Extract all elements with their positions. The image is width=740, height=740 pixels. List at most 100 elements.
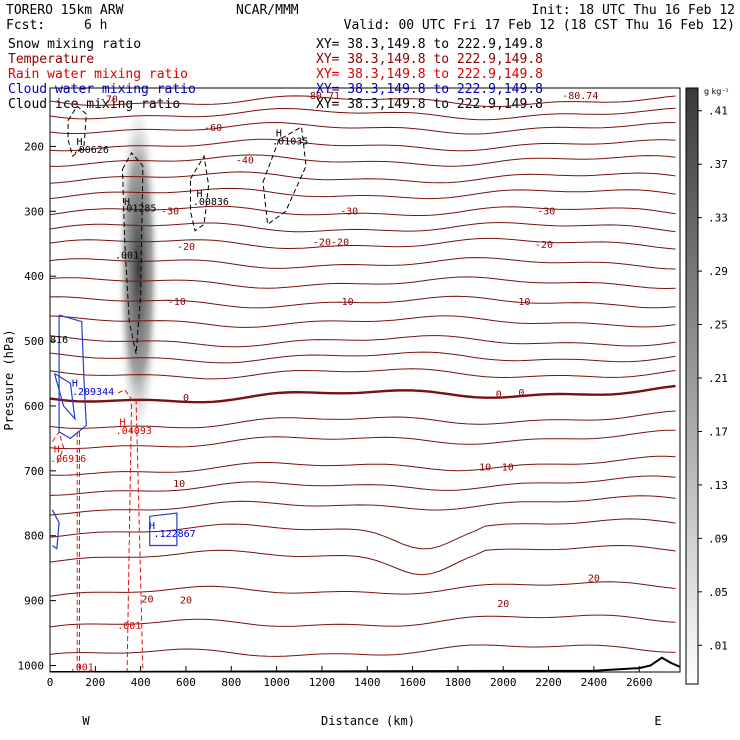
forecast-label: Fcst:: [6, 18, 45, 33]
extremum-annotation: .01035: [272, 136, 308, 147]
extremum-annotation: H: [149, 521, 155, 532]
temperature-contour: [50, 614, 676, 628]
contour-labels: -70-60-40-30 -30 -30-20 -20 -20 -20-10 -10 -100…: [100, 91, 600, 610]
cloud-water-contour: [53, 372, 76, 421]
x-tick-label: 400: [131, 676, 151, 689]
x-tick-label: 0: [47, 676, 54, 689]
colorbar-unit: g kg⁻¹: [704, 87, 729, 96]
temperature-contour: [50, 368, 676, 380]
legend-xy: XY= 38.3,149.8 to 222.9,149.8: [316, 67, 543, 82]
valid-time: Valid: 00 UTC Fri 17 Feb 12 (18 CST Thu …: [344, 18, 735, 33]
extremum-annotation: .04093: [116, 426, 152, 437]
rain-water-contour: [135, 399, 144, 672]
extremum-annotation: .001: [70, 663, 94, 674]
terrain-line: [50, 656, 680, 672]
temperature-contour: [50, 121, 676, 135]
cloud-ice-contour: [122, 152, 144, 355]
colorbar-tick-label: .33: [708, 212, 728, 225]
x-tick-label: 2400: [581, 676, 608, 689]
extremum-annotation: H: [197, 189, 203, 200]
extremum-annotation: H: [276, 129, 282, 140]
rain-water-contour: [117, 389, 133, 672]
temperature-contour: [50, 495, 676, 516]
temperature-contour: [50, 222, 676, 233]
x-tick-label: 1200: [309, 676, 336, 689]
contour-label: -80.74: [562, 91, 598, 102]
extremum-annotation: .00836: [193, 197, 229, 208]
legend-label: Cloud ice mixing ratio: [8, 97, 180, 112]
colorbar-tick-label: .09: [708, 532, 728, 545]
x-tick-label: 1800: [445, 676, 472, 689]
extremum-annotation: 816: [50, 335, 68, 346]
legend-label: Rain water mixing ratio: [8, 67, 188, 82]
contour-label: -20: [313, 237, 331, 248]
temperature-contour: [50, 429, 676, 450]
contour-label: -30: [537, 206, 555, 217]
colorbar-ramp: [685, 87, 699, 685]
cloud-water-contour: [149, 512, 178, 547]
cloud-water-contour: [58, 314, 87, 440]
cloud-water-contour: [51, 509, 60, 550]
legend-label: Snow mixing ratio: [8, 37, 141, 52]
x-end-label-east: E: [654, 714, 661, 728]
extrema-annotations: H.00626H.01285.001H.00836H.01035H.209344…: [50, 129, 308, 674]
contour-label: -30: [161, 206, 179, 217]
y-tick-label: 500: [24, 335, 44, 348]
temperature-contour: [50, 315, 676, 328]
extremum-annotation: H: [54, 445, 60, 456]
legend-xy: XY= 38.3,149.8 to 222.9,149.8: [316, 52, 543, 67]
temperature-contour: [50, 518, 676, 550]
colorbar-tick-label: .37: [708, 158, 728, 171]
temperature-contour: [50, 544, 676, 576]
contour-label: -20: [331, 237, 349, 248]
extremum-annotation: H: [76, 137, 82, 148]
colorbar-tick-label: .05: [708, 586, 728, 599]
y-tick-label: 300: [24, 205, 44, 218]
colorbar-tick-label: .01: [708, 639, 728, 652]
cloud-ice-contour: [67, 105, 87, 157]
snow-max-shading: [116, 94, 161, 445]
extremum-annotation: .00626: [73, 145, 109, 156]
contour-label: -10: [512, 297, 530, 308]
colorbar-tick-label: .13: [708, 479, 728, 492]
colorbar-tick-label: .25: [708, 319, 728, 332]
contour-label: -60: [204, 123, 222, 134]
temperature-contour: [50, 171, 676, 184]
temperature-contour: [50, 384, 676, 404]
temperature-contour: [50, 335, 676, 348]
contour-label: -80.71: [304, 91, 340, 102]
contour-label: -10: [336, 297, 354, 308]
forecast-hour: 6 h: [84, 18, 107, 33]
x-tick-label: 200: [85, 676, 105, 689]
temperature-contour: [50, 187, 676, 200]
temperature-contour: [50, 237, 676, 250]
y-axis: 200 300 400 500 600 700 800 900 1000: [18, 140, 56, 673]
contour-label: 0: [183, 393, 189, 404]
temperature-contour: [50, 410, 676, 429]
extremum-annotation: H: [124, 197, 130, 208]
contour-label: -40: [236, 156, 254, 167]
cloud-ice-contour: [190, 154, 210, 232]
contour-label: 10: [502, 463, 514, 474]
temperature-contour: [50, 276, 676, 290]
temperature-contour: [50, 205, 676, 216]
x-end-label-west: W: [82, 714, 90, 728]
extremum-annotation: .001: [117, 621, 141, 632]
temperature-contour: [50, 644, 676, 657]
extremum-annotation: .001: [115, 251, 139, 262]
contour-label: 20: [588, 574, 600, 585]
colorbar-tick-label: .17: [708, 425, 728, 438]
extremum-annotation: H: [120, 417, 126, 428]
x-tick-label: 1600: [399, 676, 426, 689]
extremum-annotation: H: [72, 378, 78, 389]
extremum-annotation: .122867: [154, 529, 196, 540]
init-time: Init: 18 UTC Thu 16 Feb 12: [532, 3, 736, 18]
legend-label: Cloud water mixing ratio: [8, 82, 196, 97]
contour-label: 10: [173, 479, 185, 490]
contour-label: 0: [518, 388, 524, 399]
x-tick-label: 1400: [354, 676, 381, 689]
colorbar: g kg⁻¹ .01 .05 .09 .13 .17 .21 .25 .29 .33 .37 .41: [685, 87, 729, 685]
legend-label: Temperature: [8, 52, 94, 67]
x-tick-label: 2200: [535, 676, 562, 689]
model-title: TORERO 15km ARW: [6, 3, 124, 18]
